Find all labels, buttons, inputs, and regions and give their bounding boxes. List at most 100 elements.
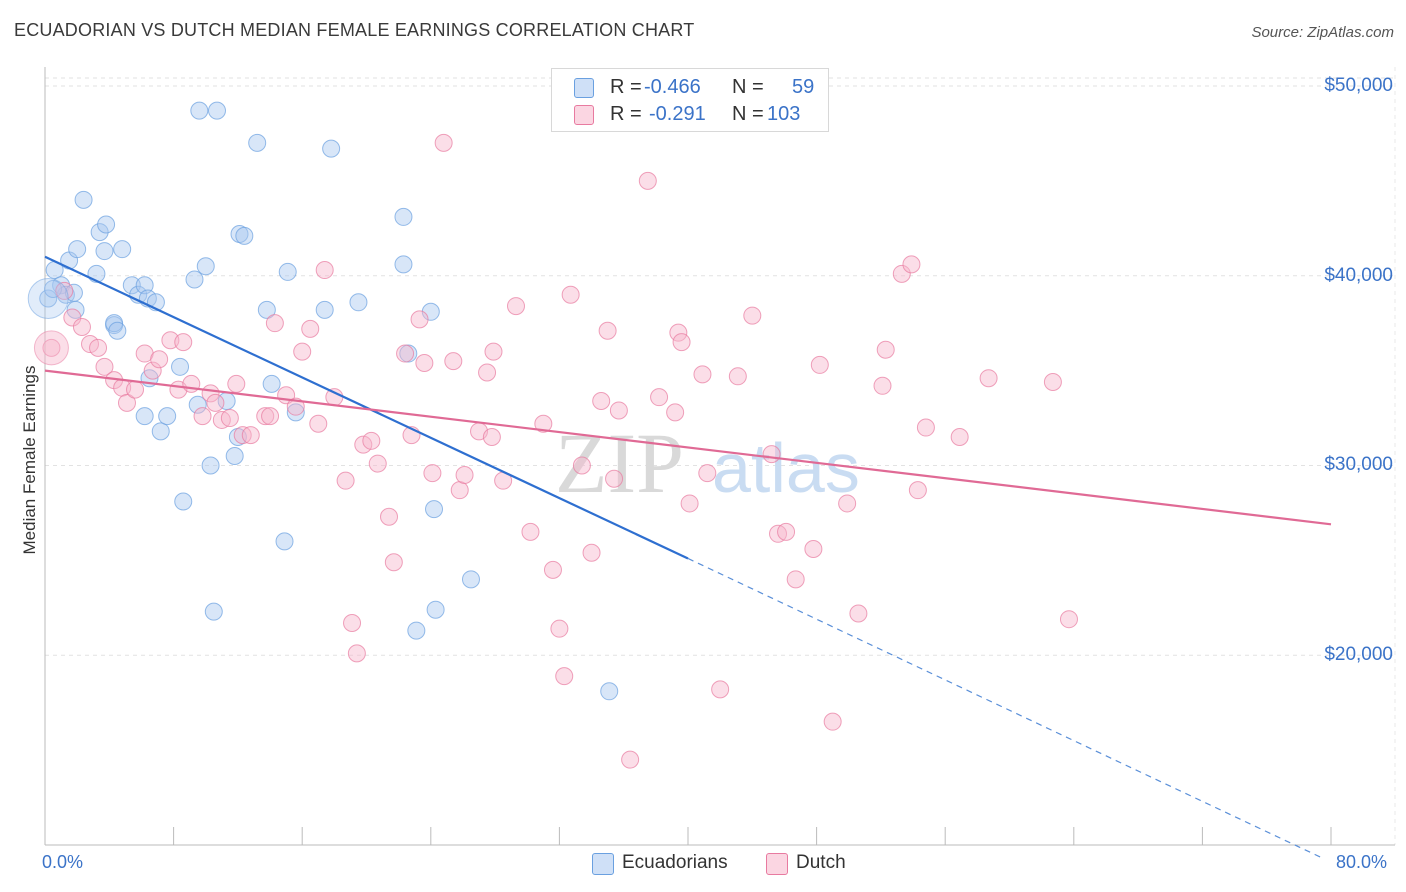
source-label: Source: ZipAtlas.com (1251, 24, 1394, 41)
dutch-point (908, 481, 927, 500)
axes (44, 67, 1395, 846)
dutch-point (876, 340, 895, 359)
dutch-point (698, 464, 717, 483)
legend-n-value: 59 (792, 76, 815, 98)
ecuadorian-point (225, 447, 244, 465)
dutch-point (478, 363, 497, 382)
ecuadorian-point (275, 532, 294, 551)
dutch-point (810, 355, 829, 374)
ecuadorian-point (171, 357, 190, 376)
dutch-point (711, 680, 730, 699)
dutch-point (892, 264, 911, 283)
dutch-point (286, 397, 305, 416)
dutch-point (786, 570, 805, 589)
dutch-point (555, 667, 574, 686)
legend-r-label: R = (610, 76, 642, 98)
dutch-point (592, 391, 611, 410)
dutch-point (621, 750, 640, 769)
dutch-point (823, 712, 842, 731)
ecuadorian-point (208, 101, 227, 120)
ecuadorian-point (190, 101, 209, 120)
dutch-point (63, 308, 82, 327)
ecuadorian-point (135, 407, 154, 426)
x-tick-label-max: 80.0% (1336, 852, 1388, 872)
dutch-point (206, 393, 225, 412)
dutch-point (916, 418, 935, 437)
dutch-point (873, 376, 892, 395)
ecuadorian-point (44, 280, 63, 299)
dutch-trend-line (44, 369, 1332, 526)
dutch-point (434, 133, 453, 152)
ecuadorian-point (108, 321, 127, 340)
dutch-point (572, 456, 591, 475)
dutch-point (174, 333, 193, 352)
y-axis-label: Median Female Earnings (20, 365, 39, 555)
dutch-point (227, 374, 246, 393)
ecuadorian-point (278, 262, 297, 281)
ecuadorian-point (461, 570, 480, 589)
dutch-point (672, 333, 691, 352)
legend-r-value: -0.291 (649, 103, 706, 125)
ecuadorian-point (68, 240, 87, 259)
ecuadorian-point (204, 602, 223, 621)
dutch-point (301, 319, 320, 338)
ecuadorian-point (158, 407, 177, 426)
dutch-point (347, 644, 366, 663)
dutch-point (343, 613, 362, 632)
ecuadorian-point (286, 403, 305, 422)
watermark-atlas: atlas (712, 429, 860, 507)
dutch-point (193, 407, 212, 426)
dutch-point (650, 388, 669, 407)
bottom-legend-swatch-blue (592, 853, 614, 875)
ecuadorian-point (235, 226, 254, 245)
dutch-point (534, 414, 553, 433)
legend-swatch-pink (574, 105, 594, 125)
dutch-point (561, 285, 580, 304)
legend-r-label: R = (610, 103, 642, 125)
dutch-point (293, 342, 312, 361)
dutch-point (265, 314, 284, 333)
dutch-point (669, 323, 688, 342)
ecuadorian-point (90, 223, 109, 242)
dutch-point (598, 321, 617, 340)
ecuadorian-point (95, 242, 114, 261)
dutch-point (325, 388, 344, 407)
trend-lines (44, 255, 1332, 859)
dutch-point (410, 310, 429, 329)
ecuadorian-point (122, 276, 141, 295)
legend-n-label: N = (732, 76, 764, 98)
dutch-point (336, 471, 355, 490)
dutch-point (506, 297, 525, 316)
dutch-point (902, 255, 921, 274)
dutch-point (482, 428, 501, 447)
dutch-point (979, 369, 998, 388)
ecuadorian-point (394, 255, 413, 274)
ecuadorian-point (201, 456, 220, 475)
bottom-legend-label: Ecuadorians (622, 852, 728, 873)
dutch-point (484, 342, 503, 361)
dutch-point (362, 431, 381, 450)
ecuadorian-point (188, 395, 207, 414)
ecuadorian-point (113, 240, 132, 259)
dutch-point (680, 494, 699, 513)
chart-title: ECUADORIAN VS DUTCH MEDIAN FEMALE EARNIN… (14, 20, 695, 40)
y-tick-label: $50,000 (1324, 74, 1393, 96)
y-tick-label: $40,000 (1324, 264, 1393, 286)
dutch-point (95, 357, 114, 376)
dutch-point (423, 464, 442, 483)
dutch-point (309, 414, 328, 433)
ecuadorian-point (97, 215, 116, 234)
dutch-point (256, 407, 275, 426)
dutch-point (838, 494, 857, 513)
bottom-legend-label: Dutch (796, 852, 846, 873)
dutch-point (315, 261, 334, 280)
dutch-point (220, 409, 239, 428)
bottom-legend-swatch-pink (766, 853, 788, 875)
dutch-point (89, 338, 108, 357)
dutch-point (384, 553, 403, 572)
dutch-point (728, 367, 747, 386)
dutch-point (1059, 610, 1078, 629)
ecuadorian-point (135, 276, 154, 295)
x-tick-label-min: 0.0% (42, 852, 84, 872)
